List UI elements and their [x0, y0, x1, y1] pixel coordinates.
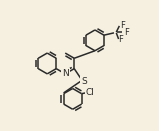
Text: F: F	[120, 21, 125, 30]
Text: S: S	[81, 77, 87, 86]
Text: Cl: Cl	[86, 88, 95, 97]
Text: N: N	[62, 69, 69, 78]
Text: F: F	[124, 28, 129, 37]
Text: F: F	[119, 35, 124, 44]
